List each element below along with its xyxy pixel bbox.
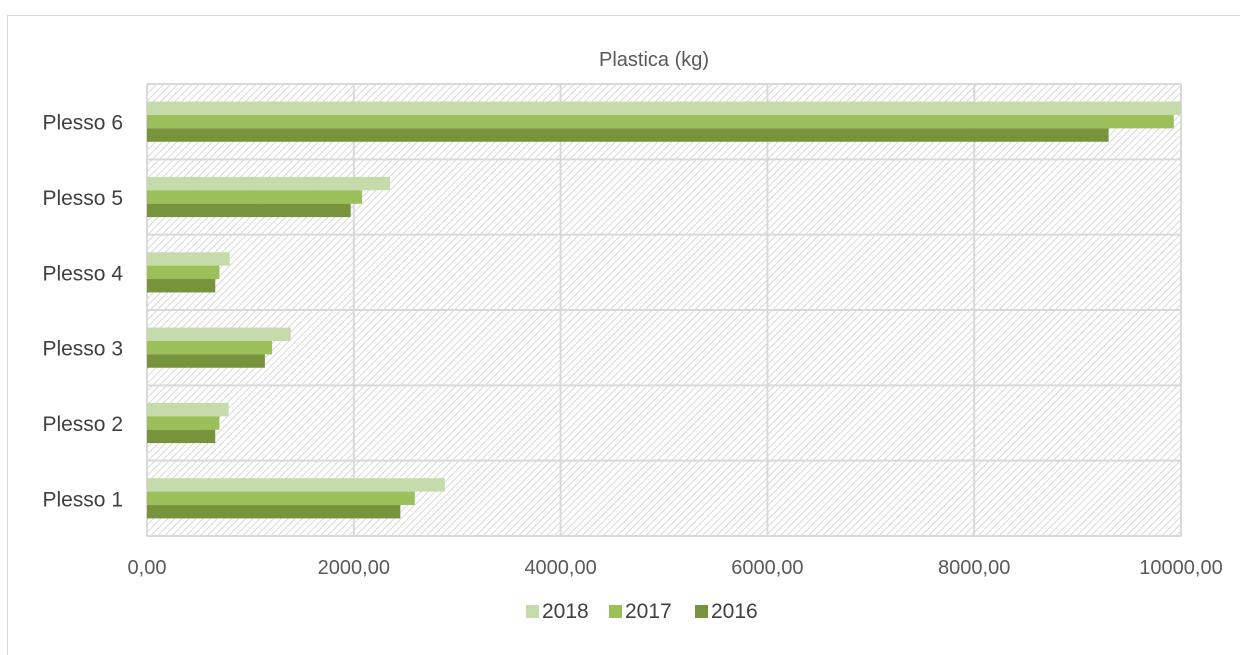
bars bbox=[147, 101, 1181, 519]
x-tick-label: 8000,00 bbox=[938, 557, 1010, 579]
x-tick-label: 4000,00 bbox=[524, 557, 596, 579]
legend-swatch-2016 bbox=[695, 605, 708, 618]
bar-2016-plesso-3 bbox=[147, 354, 265, 368]
category-label: Plesso 1 bbox=[42, 488, 123, 511]
category-label: Plesso 6 bbox=[42, 112, 123, 135]
bar-2018-plesso-1 bbox=[147, 478, 445, 492]
bar-2016-plesso-6 bbox=[147, 128, 1109, 142]
bar-2017-plesso-5 bbox=[147, 190, 363, 204]
bar-2017-plesso-3 bbox=[147, 340, 273, 355]
bar-2017-plesso-6 bbox=[147, 114, 1174, 129]
x-tick-labels: 0,00 2000,00 4000,00 6000,00 8000,00 10000,00 bbox=[128, 557, 1223, 579]
category-label: Plesso 3 bbox=[42, 338, 123, 361]
bar-2018-plesso-3 bbox=[147, 327, 291, 341]
legend: 2018 2017 2016 bbox=[526, 600, 758, 623]
chart-title: Plastica (kg) bbox=[599, 49, 709, 71]
bar-2017-plesso-4 bbox=[147, 265, 220, 280]
category-label: Plesso 5 bbox=[42, 187, 123, 210]
bar-2017-plesso-1 bbox=[147, 491, 415, 506]
bar-2018-plesso-6 bbox=[147, 101, 1181, 115]
legend-label-2018: 2018 bbox=[542, 600, 589, 623]
category-label: Plesso 2 bbox=[42, 413, 123, 436]
bar-2018-plesso-4 bbox=[147, 252, 230, 266]
legend-swatch-2017 bbox=[609, 605, 622, 618]
chart-frame bbox=[7, 15, 1240, 655]
bar-2016-plesso-2 bbox=[147, 429, 216, 444]
legend-label-2017: 2017 bbox=[625, 600, 672, 623]
bar-2018-plesso-5 bbox=[147, 176, 390, 191]
category-labels: Plesso 1 Plesso 2 Plesso 3 Plesso 4 Plesso 5… bbox=[42, 112, 123, 512]
x-tick-label: 0,00 bbox=[128, 557, 167, 579]
bar-2018-plesso-2 bbox=[147, 402, 229, 417]
bar-2016-plesso-1 bbox=[147, 505, 401, 519]
gridlines bbox=[146, 83, 1182, 537]
x-tick-label: 2000,00 bbox=[318, 557, 390, 579]
bar-2016-plesso-4 bbox=[147, 279, 216, 293]
bar-2016-plesso-5 bbox=[147, 203, 351, 218]
legend-label-2016: 2016 bbox=[711, 600, 758, 623]
bar-2017-plesso-2 bbox=[147, 416, 220, 430]
x-tick-label: 6000,00 bbox=[731, 557, 803, 579]
legend-swatch-2018 bbox=[526, 605, 539, 618]
category-label: Plesso 4 bbox=[42, 262, 123, 285]
x-tick-label: 10000,00 bbox=[1139, 557, 1222, 579]
